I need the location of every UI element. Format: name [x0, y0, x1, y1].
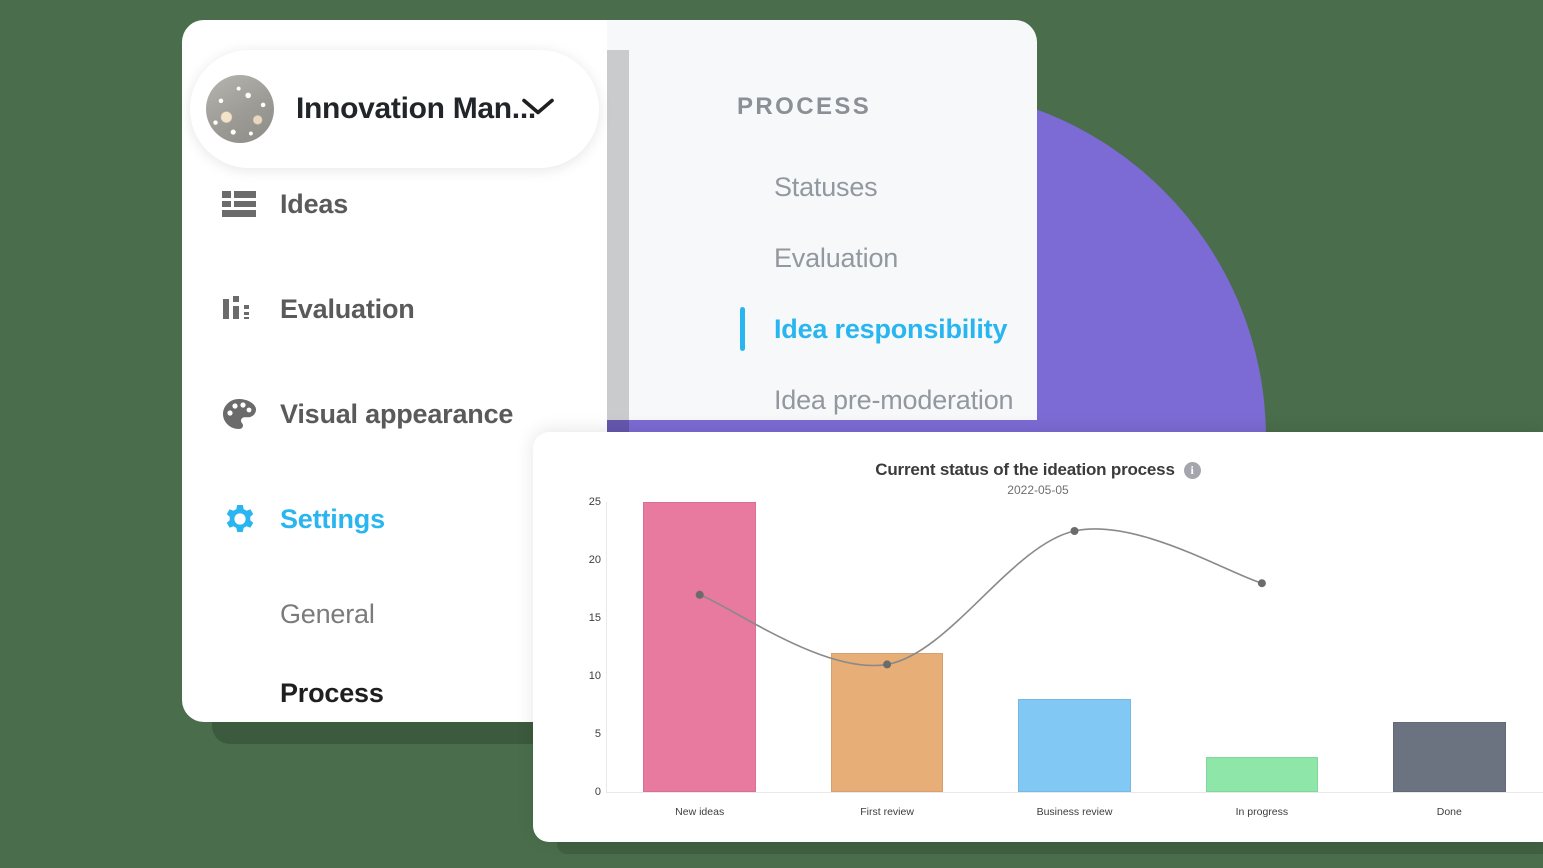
trend-line-path: [699, 528, 1263, 667]
sidebar-item-evaluation[interactable]: Evaluation: [182, 283, 607, 335]
x-axis-tick-label: Business review: [1036, 806, 1113, 818]
sidebar-item-label: Visual appearance: [280, 398, 514, 429]
sidebar-subitem-label: Process: [280, 677, 384, 708]
list-icon: [222, 190, 262, 218]
sidebar-item-visual-appearance[interactable]: Visual appearance: [182, 388, 607, 440]
org-switcher[interactable]: Innovation Man...: [190, 50, 599, 168]
x-axis-line: [606, 792, 1543, 793]
chart-plot-area: 0 5 10 15 20 25 New ideas First review Business…: [533, 496, 1543, 842]
y-axis-tick-label: 15: [588, 612, 601, 624]
sidebar-subitem-general[interactable]: General: [182, 590, 607, 638]
process-menu-list: Statuses Evaluation Idea responsibility …: [607, 160, 1037, 444]
process-settings-panel: PROCESS Statuses Evaluation Idea respons…: [607, 20, 1037, 420]
process-menu-label: Evaluation: [774, 242, 899, 273]
process-menu-label: Idea pre-moderation: [774, 384, 1014, 415]
sidebar-item-label: Settings: [280, 503, 385, 534]
sidebar: Innovation Man... Ideas: [182, 20, 607, 722]
chart-bar[interactable]: [1393, 722, 1506, 792]
sidebar-settings-subnav: General Process: [182, 590, 607, 748]
chart-bars: [606, 502, 1543, 792]
trend-line-marker[interactable]: [695, 590, 704, 599]
x-axis-tick-label: Done: [1436, 806, 1462, 818]
y-axis-tick-label: 25: [588, 496, 601, 508]
info-icon[interactable]: i: [1183, 461, 1201, 479]
y-axis-tick-label: 10: [588, 670, 601, 682]
process-menu-label: Statuses: [774, 171, 878, 202]
trend-line-marker[interactable]: [1070, 527, 1079, 535]
active-indicator-bar: [740, 307, 745, 351]
process-menu-label: Idea responsibility: [774, 313, 1008, 344]
sidebar-item-label: Evaluation: [280, 293, 415, 324]
y-axis-ticks: 0 5 10 15 20 25: [571, 496, 601, 798]
process-menu-item-idea-pre-moderation[interactable]: Idea pre-moderation: [607, 373, 1037, 427]
process-menu-item-statuses[interactable]: Statuses: [607, 160, 1037, 214]
y-axis-tick-label: 20: [588, 554, 601, 566]
sidebar-nav: Ideas Evaluation: [182, 178, 607, 598]
avatar: [206, 75, 274, 143]
sidebar-subitem-label: General: [280, 598, 375, 629]
chart-bar[interactable]: [1205, 757, 1319, 792]
y-axis-line: [606, 502, 607, 792]
bar-chart-icon: [222, 294, 262, 324]
x-axis-tick-label: First review: [860, 806, 914, 818]
sidebar-item-settings[interactable]: Settings: [182, 493, 607, 545]
chart-bar[interactable]: [830, 652, 944, 792]
chart-trend-line: [695, 527, 1266, 669]
process-panel-heading: PROCESS: [737, 93, 872, 120]
org-name: Innovation Man...: [296, 92, 536, 125]
chart-header: Current status of the ideation process i: [533, 460, 1543, 480]
x-axis-tick-label: New ideas: [675, 806, 725, 818]
y-axis-tick-label: 0: [594, 786, 601, 798]
x-axis-tick-label: In progress: [1235, 806, 1289, 818]
sidebar-item-ideas[interactable]: Ideas: [182, 178, 607, 230]
palette-icon: [222, 398, 262, 430]
x-axis-labels: New ideas First review Business review In p…: [606, 798, 1543, 822]
sidebar-subitem-process[interactable]: Process: [182, 669, 607, 717]
gear-icon: [222, 501, 262, 537]
y-axis-tick-label: 5: [594, 728, 601, 740]
chart-card: Current status of the ideation process i…: [533, 432, 1543, 842]
process-menu-item-evaluation[interactable]: Evaluation: [607, 231, 1037, 285]
chart-title: Current status of the ideation process: [875, 460, 1175, 479]
trend-line-marker[interactable]: [883, 660, 892, 669]
sidebar-item-label: Ideas: [280, 188, 349, 219]
trend-line-marker[interactable]: [1257, 579, 1266, 588]
chart-subtitle: 2022-05-05: [1007, 483, 1069, 497]
process-menu-item-idea-responsibility[interactable]: Idea responsibility: [607, 302, 1037, 356]
chevron-down-icon[interactable]: [521, 97, 555, 122]
chart-bar[interactable]: [643, 502, 756, 792]
chart-bar[interactable]: [1018, 699, 1131, 792]
